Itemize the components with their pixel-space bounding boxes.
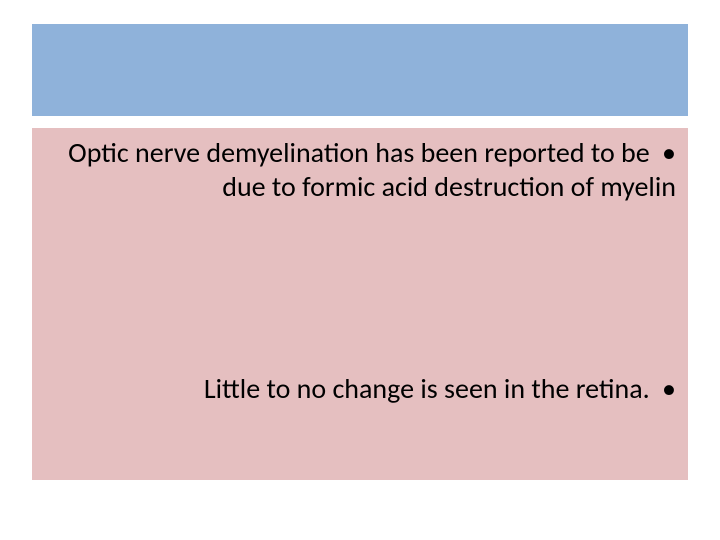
bullet-text: Optic nerve demyelination has been repor…	[68, 135, 676, 204]
bullet-item: • Optic nerve demyelination has been rep…	[44, 136, 676, 204]
bullet-item: • Little to no change is seen in the ret…	[44, 372, 676, 406]
bullet-marker: •	[662, 371, 676, 406]
slide: • Optic nerve demyelination has been rep…	[0, 0, 720, 540]
body-block: • Optic nerve demyelination has been rep…	[32, 128, 688, 480]
title-band	[32, 24, 688, 116]
bullet-text: Little to no change is seen in the retin…	[204, 371, 650, 406]
bullet-marker: •	[662, 135, 676, 170]
